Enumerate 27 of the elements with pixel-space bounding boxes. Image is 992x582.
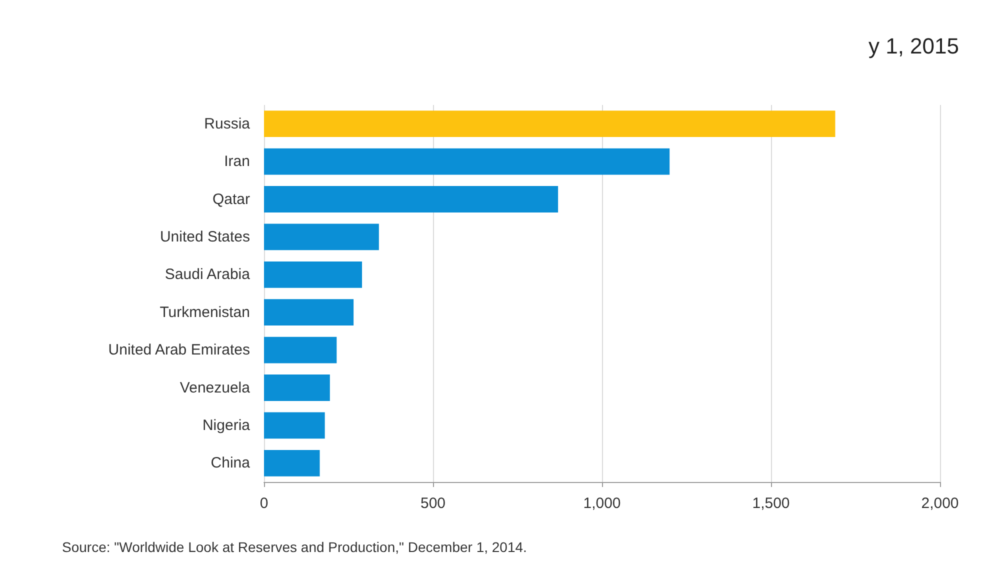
y-tick-label: Iran — [224, 153, 250, 170]
y-tick-label: United Arab Emirates — [108, 342, 250, 359]
bar — [264, 110, 836, 138]
x-tick-label: 0 — [260, 495, 268, 512]
bar — [264, 186, 558, 212]
y-tick-label: Russia — [204, 115, 251, 132]
bar — [264, 374, 330, 401]
bar — [264, 299, 354, 326]
y-tick-label: Qatar — [212, 190, 250, 208]
chart-title: y 1, 2015 — [868, 34, 959, 58]
y-tick-label: United States — [160, 228, 250, 246]
y-tick-label: Venezuela — [180, 379, 251, 396]
y-tick-label: Nigeria — [202, 416, 251, 434]
x-tick-label: 500 — [420, 495, 446, 512]
bar — [264, 450, 320, 476]
bar — [264, 224, 379, 250]
x-tick-label: 2,000 — [921, 495, 959, 512]
x-tick-label: 1,500 — [752, 495, 790, 512]
bar — [264, 261, 362, 288]
bar — [264, 412, 325, 439]
bar — [264, 148, 670, 175]
y-tick-label: Saudi Arabia — [164, 266, 251, 284]
x-tick-label: 1,000 — [583, 495, 621, 512]
bar — [264, 336, 337, 364]
source-note: Source: "Worldwide Look at Reserves and Production," December 1, 2014. — [62, 539, 527, 555]
y-tick-label: Turkmenistan — [160, 304, 250, 321]
y-tick-label: China — [210, 454, 251, 472]
